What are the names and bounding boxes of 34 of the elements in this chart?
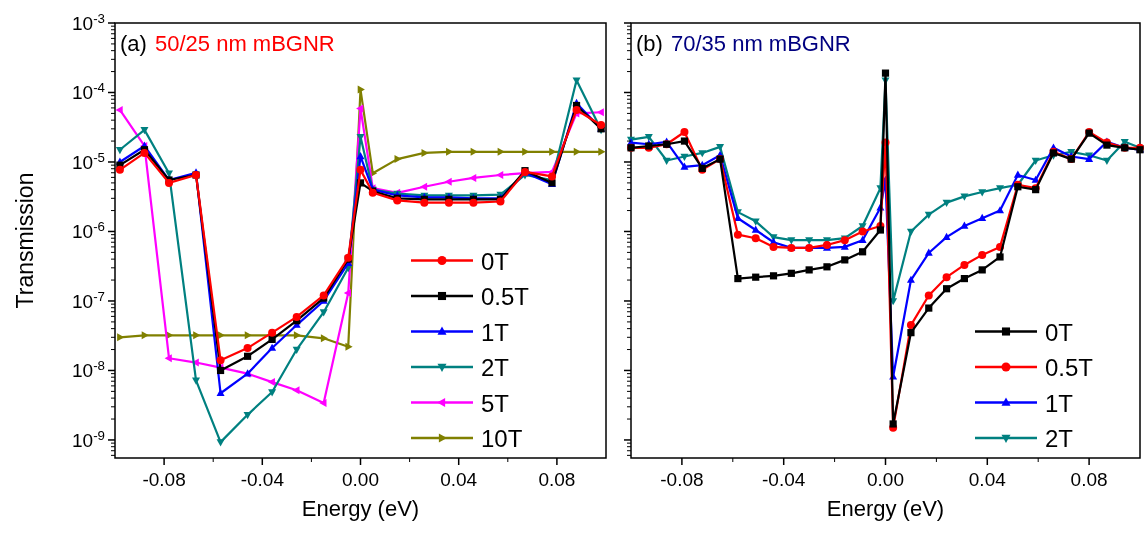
y-tick-label: 10$^{-8}$ [72, 357, 105, 382]
x-tick-label: -0.08 [142, 469, 186, 490]
y-tick-label: 10$^{-3}$ [72, 10, 105, 34]
x-tick-label: -0.04 [240, 469, 285, 490]
x-tick-label: 0.08 [538, 469, 576, 490]
y-tick-label: 10$^{-5}$ [72, 149, 105, 173]
y-tick-label: 10$^{-4}$ [72, 79, 105, 104]
x-tick-label: -0.04 [762, 469, 806, 490]
legend-label: 1T [1045, 389, 1074, 417]
x-tick-label: 0.04 [968, 469, 1007, 490]
x-tick-label: -0.08 [660, 469, 704, 490]
chart-title: 70/35 nm mBGNR [671, 31, 851, 56]
annotation: (a) [120, 31, 147, 56]
y-axis-title: Transmission [12, 172, 38, 309]
x-axis-title: Energy (eV) [301, 496, 420, 521]
x-tick-label: 0.00 [342, 469, 379, 490]
y-tick-label: 10$^{-9}$ [72, 427, 105, 451]
legend-label: 10T [481, 425, 523, 452]
y-tick-label: 10$^{-7}$ [72, 288, 105, 312]
legend-label: 1T [481, 318, 510, 346]
x-tick-label: 0.04 [440, 469, 478, 490]
x-tick-label: 0.00 [867, 469, 904, 490]
x-axis-title: Energy (eV) [826, 496, 945, 521]
legend-label: 2T [481, 354, 510, 381]
x-tick-label: 0.08 [1070, 469, 1108, 490]
legend-label: 0.5T [481, 283, 530, 310]
legend-label: 0T [1045, 318, 1074, 346]
legend-label: 0T [481, 247, 510, 275]
y-tick-label: 10$^{-6}$ [72, 218, 105, 243]
chart-title: 50/25 nm mBGNR [155, 31, 335, 56]
legend-label: 2T [1045, 425, 1074, 452]
legend-label: 5T [481, 389, 510, 417]
legend-label: 0.5T [1045, 354, 1094, 381]
annotation: (b) [636, 31, 663, 56]
